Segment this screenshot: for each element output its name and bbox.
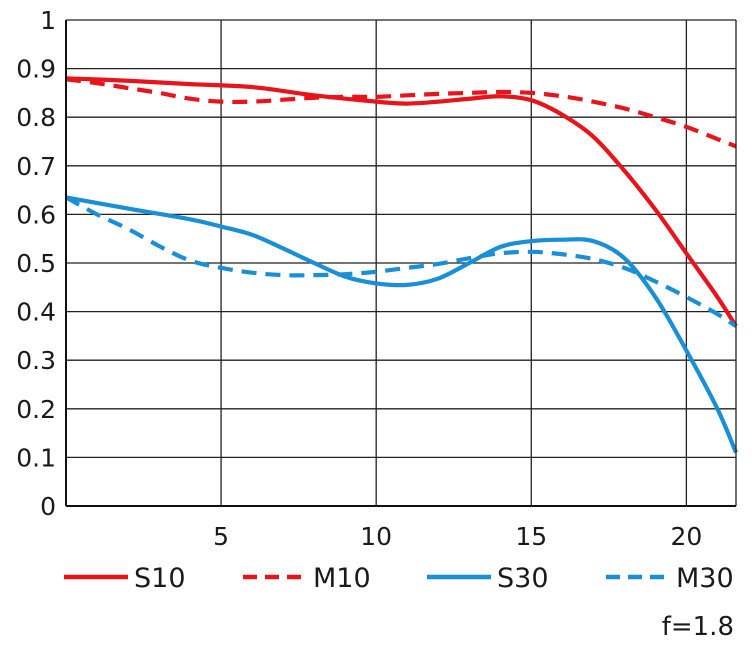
y-tick-label: 0.2: [16, 395, 56, 424]
x-tick-label: 15: [515, 522, 547, 551]
axes: [65, 20, 737, 507]
legend: S10 M10 S30 M30: [64, 563, 734, 594]
y-tick-label: 0.5: [16, 249, 56, 278]
legend-label-s30: S30: [497, 563, 549, 594]
x-tick-label: 20: [670, 522, 702, 551]
series-line-m10: [65, 77, 737, 149]
series-line-m30: [64, 195, 738, 328]
aperture-annotation: f=1.8: [661, 612, 734, 642]
legend-label-m10: M10: [313, 563, 371, 594]
y-tick-label: 0.6: [16, 200, 56, 229]
x-tick-label: 10: [360, 522, 392, 551]
series-line-s10: [65, 76, 738, 328]
series-lines: [64, 76, 738, 454]
y-tick-label: 0.4: [16, 298, 56, 327]
y-tick-label: 1: [40, 6, 56, 35]
y-tick-label: 0.7: [16, 152, 56, 181]
y-tick-label: 0.3: [16, 346, 56, 375]
y-tick-label: 0: [40, 492, 56, 521]
legend-label-m30: M30: [676, 563, 734, 594]
y-tick-label: 0.8: [16, 103, 56, 132]
y-tick-label: 0.9: [16, 55, 56, 84]
y-tick-label: 0.1: [16, 443, 56, 472]
legend-label-s10: S10: [134, 563, 186, 594]
x-tick-label: 5: [213, 522, 229, 551]
tick-labels: 00.10.20.30.40.50.60.70.80.915 10 15 20: [16, 6, 702, 551]
series-line-s30: [65, 195, 738, 454]
